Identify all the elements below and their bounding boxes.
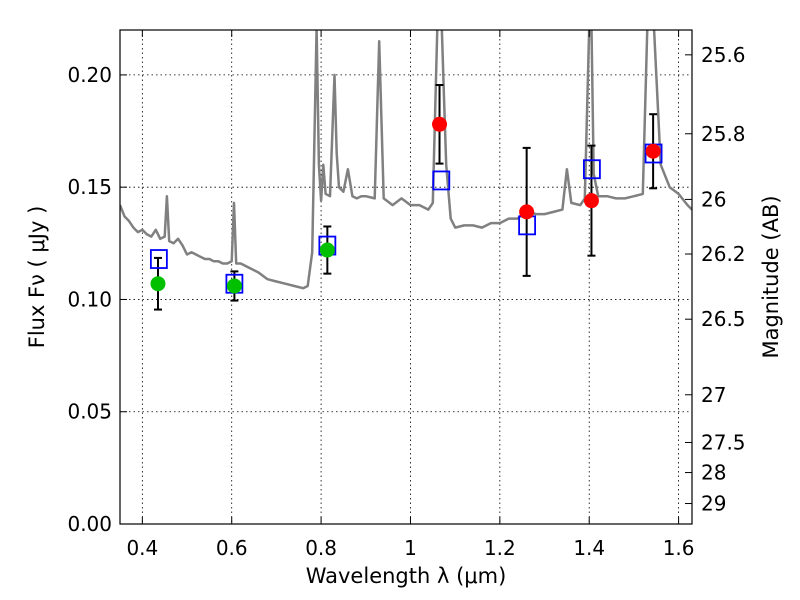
- mag-tick-label: 27.5: [701, 430, 746, 454]
- model-spectrum-line: [120, 30, 692, 290]
- observed-point: [226, 278, 242, 294]
- x-tick-label: 1.4: [573, 536, 605, 560]
- model-photometry-square: [432, 170, 451, 191]
- y-tick-label: 0.00: [67, 512, 112, 536]
- model-photometry-square: [583, 159, 601, 180]
- y-tick-label: 0.20: [67, 63, 112, 87]
- y-tick-label: 0.15: [67, 175, 112, 199]
- observed-point: [583, 193, 599, 209]
- x-tick-label: 1: [404, 536, 417, 560]
- observed-point: [150, 276, 166, 292]
- observed-point: [432, 116, 448, 132]
- spectrum-layer: [120, 30, 692, 290]
- mag-tick-label: 27: [701, 383, 726, 407]
- x-axis-label: Wavelength λ (μm): [306, 564, 507, 588]
- mag-tick-label: 28: [701, 461, 726, 485]
- x-tick-label: 1.6: [663, 536, 695, 560]
- grid-lines: [120, 30, 692, 525]
- mag-tick-label: 29: [701, 492, 726, 516]
- x-tick-label: 0.8: [305, 536, 337, 560]
- x-tick-label: 0.6: [216, 536, 248, 560]
- mag-tick-label: 26: [701, 187, 726, 211]
- x-tick-label: 0.4: [126, 536, 158, 560]
- mag-tick-label: 25.8: [701, 122, 746, 146]
- y-tick-label: 0.05: [67, 400, 112, 424]
- y-tick-label: 0.10: [67, 287, 112, 311]
- mag-tick-label: 26.5: [701, 307, 746, 331]
- plot-frame: [119, 29, 693, 525]
- observed-point: [319, 242, 335, 258]
- error-bars: [153, 84, 658, 311]
- mag-tick-label: 26.2: [701, 242, 746, 266]
- model-photometry-square: [149, 249, 168, 269]
- y-axis-label: Flux Fν ( μJy ): [25, 206, 49, 349]
- mag-tick-label: 25.6: [701, 43, 746, 67]
- observed-points: [150, 116, 661, 294]
- y2-axis-label: Magnitude (AB): [759, 195, 783, 358]
- x-tick-label: 1.2: [484, 536, 516, 560]
- observed-point: [645, 143, 661, 159]
- observed-point: [519, 204, 535, 220]
- axis-ticks: 0.4 0.6 0.8 1 1.2 1.4 1.6 0.00 0.05 0.10 0.15 0.20 2…: [67, 30, 746, 560]
